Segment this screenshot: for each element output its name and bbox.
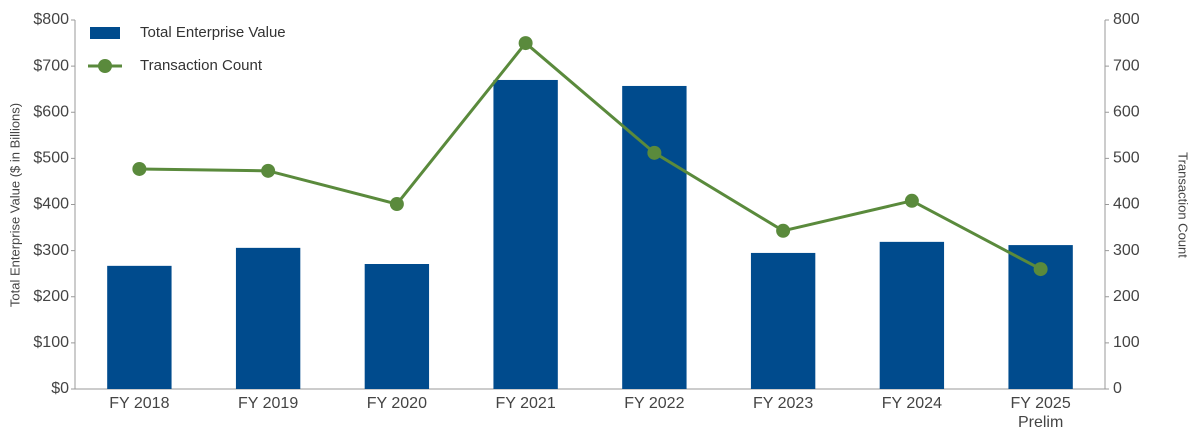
x-tick-label: FY 2023 (753, 395, 814, 412)
line-marker (904, 193, 919, 208)
y-tick-label: $300 (33, 242, 69, 259)
x-tick-label: FY 2024 (881, 395, 942, 412)
bar (493, 79, 558, 390)
y-tick-label: $500 (33, 150, 69, 167)
y2-tick-label: 200 (1113, 288, 1140, 305)
y-axis-title: Total Enterprise Value ($ in Billions) (7, 103, 22, 307)
x-tick-label: FY 2019 (238, 395, 299, 412)
y2-tick-label: 600 (1113, 103, 1140, 120)
y-tick-label: $400 (33, 196, 69, 213)
line-marker (261, 163, 276, 178)
legend-label: Total Enterprise Value (140, 24, 286, 41)
y-tick-label: $100 (33, 334, 69, 351)
line-marker (518, 36, 533, 51)
x-tick-label: FY 2021 (495, 395, 556, 412)
y2-tick-label: 0 (1113, 380, 1122, 397)
y2-tick-label: 400 (1113, 196, 1140, 213)
line-marker (389, 197, 404, 212)
x-tick-label: FY 2022 (624, 395, 685, 412)
x-tick-label: FY 2020 (366, 395, 427, 412)
y2-tick-label: 800 (1113, 11, 1140, 28)
y-tick-label: $600 (33, 103, 69, 120)
line (139, 40, 1042, 271)
legend-swatch (98, 59, 112, 73)
legend-label: Transaction Count (140, 57, 263, 74)
y2-axis-title: Transaction Count (1176, 152, 1191, 258)
y-tick-label: $200 (33, 288, 69, 305)
line-marker (132, 161, 147, 176)
bar (107, 265, 172, 389)
line-marker (647, 145, 662, 160)
y2-tick-label: 100 (1113, 334, 1140, 351)
x-tick-label: FY 2025 Prelim (1010, 395, 1071, 431)
line-marker (776, 223, 791, 238)
bar (750, 252, 816, 389)
bar (235, 247, 301, 389)
y-tick-label: $700 (33, 57, 69, 74)
y2-tick-label: 700 (1113, 57, 1140, 74)
bar (622, 85, 687, 390)
y2-tick-label: 500 (1113, 150, 1140, 167)
y2-tick-label: 300 (1113, 242, 1140, 259)
bar (364, 264, 430, 389)
y-tick-label: $800 (33, 11, 69, 28)
legend-swatch (90, 27, 120, 39)
y-tick-label: $0 (51, 380, 69, 397)
x-tick-label: FY 2018 (109, 395, 170, 412)
bar (879, 241, 945, 389)
line-marker (1033, 262, 1048, 277)
